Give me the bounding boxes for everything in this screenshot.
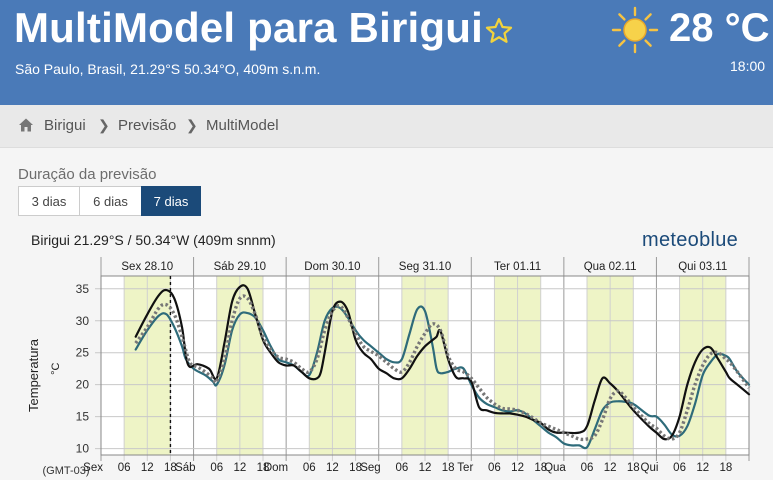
x-tick-label: 12: [233, 462, 246, 474]
day-label: Sáb 29.10: [214, 261, 266, 273]
x-tick-label: Ter: [457, 462, 473, 474]
temperature-series-1: [134, 305, 751, 450]
x-tick-label: 12: [604, 462, 617, 474]
x-tick-label: 06: [210, 462, 223, 474]
y-tick-label: 30: [76, 314, 90, 328]
breadcrumb-separator: ❯: [98, 117, 110, 133]
day-label: Ter 01.11: [494, 261, 541, 273]
x-tick-label: 06: [395, 462, 408, 474]
day-label: Sex 28.10: [121, 261, 173, 273]
temperature-series-2: [134, 294, 751, 442]
day-label: Seg 31.10: [399, 261, 451, 273]
duration-3-days-button[interactable]: 3 dias: [18, 186, 80, 216]
x-tick-label: Qua: [544, 462, 566, 474]
breadcrumb-item-birigui[interactable]: Birigui: [44, 117, 86, 134]
x-tick-label: Dom: [264, 462, 288, 474]
x-tick-label: 18: [534, 462, 547, 474]
x-tick-label: 18: [627, 462, 640, 474]
current-time: 18:00: [730, 58, 766, 74]
page-header: MultiModel para Birigui São Paulo, Brasi…: [0, 0, 773, 105]
x-tick-label: Sex: [83, 462, 103, 474]
y-axis-label: Temperatura: [26, 338, 41, 412]
timezone-label: (GMT-03): [42, 465, 89, 477]
y-tick-label: 10: [76, 442, 90, 456]
x-tick-label: Seg: [360, 462, 380, 474]
x-tick-label: 12: [696, 462, 709, 474]
y-tick-label: 35: [76, 282, 90, 296]
y-tick-label: 15: [76, 410, 90, 424]
x-tick-label: 18: [719, 462, 732, 474]
x-tick-label: 12: [419, 462, 432, 474]
day-label: Dom 30.10: [304, 261, 360, 273]
breadcrumb-separator: ❯: [186, 117, 198, 133]
duration-6-days-button[interactable]: 6 dias: [79, 186, 142, 216]
breadcrumb: Birigui ❯ Previsão ❯ MultiModel: [0, 105, 773, 148]
duration-7-days-button[interactable]: 7 dias: [141, 186, 201, 216]
meteoblue-logo[interactable]: meteoblue: [642, 229, 739, 251]
star-outline-icon[interactable]: [484, 16, 514, 46]
plot-frame: [100, 275, 750, 456]
x-tick-label: Sáb: [175, 462, 195, 474]
meteogram-location: Birigui 21.29°S / 50.34°W (409m snnm): [31, 232, 276, 248]
breadcrumb-item-previsao[interactable]: Previsão: [118, 117, 177, 134]
page-title: MultiModel para Birigui: [14, 4, 483, 51]
x-tick-label: 18: [257, 462, 270, 474]
temperature-series-0: [134, 284, 751, 441]
temperature-chart: 10 15 20 25 30 35 Sex 28.10 Sáb 29.10 Dom 30.10 S…: [26, 257, 751, 477]
sun-icon: [611, 6, 659, 54]
home-icon[interactable]: [18, 117, 34, 133]
y-tick-label: 20: [76, 378, 90, 392]
x-tick-label: 18: [164, 462, 177, 474]
location-subtitle: São Paulo, Brasil, 21.29°S 50.34°O, 409m…: [15, 61, 321, 77]
current-temperature: 28 °C: [669, 6, 770, 50]
x-tick-label: 18: [442, 462, 455, 474]
x-tick-label: 06: [488, 462, 501, 474]
day-label: Qua 02.11: [584, 261, 637, 273]
y-axis-unit: °C: [50, 362, 62, 374]
x-tick-label: 06: [118, 462, 131, 474]
x-tick-label: 18: [349, 462, 362, 474]
x-tick-label: Qui: [641, 462, 659, 474]
x-tick-label: 12: [141, 462, 154, 474]
duration-label: Duração da previsão: [18, 166, 157, 183]
x-tick-label: 12: [511, 462, 524, 474]
x-tick-label: 06: [303, 462, 316, 474]
breadcrumb-item-multimodel: MultiModel: [206, 117, 279, 134]
x-tick-label: 06: [581, 462, 594, 474]
day-label: Qui 03.11: [678, 261, 727, 273]
x-tick-label: 06: [673, 462, 686, 474]
y-tick-label: 25: [76, 346, 90, 360]
x-tick-label: 12: [326, 462, 339, 474]
